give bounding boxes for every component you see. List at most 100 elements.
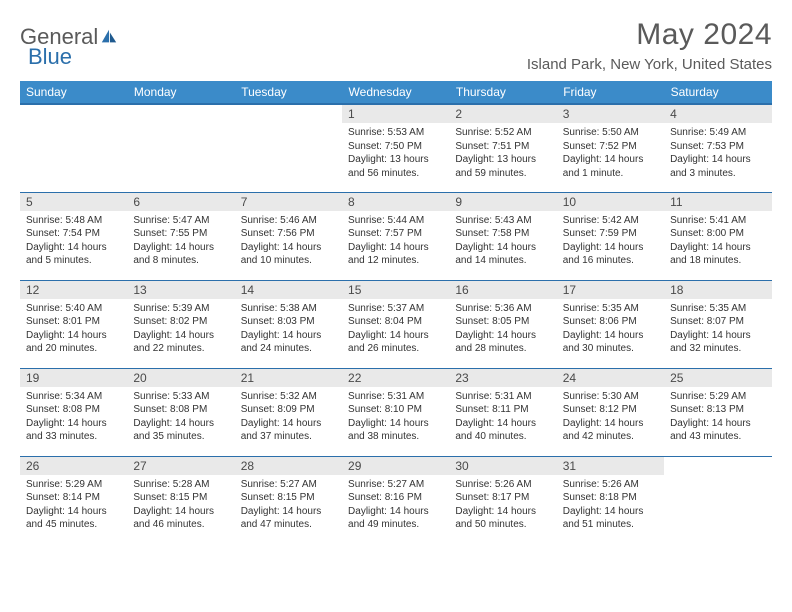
day-number: 11 [664, 193, 771, 211]
day-number: 31 [557, 457, 664, 475]
calendar-cell: 13Sunrise: 5:39 AMSunset: 8:02 PMDayligh… [127, 280, 234, 368]
weekday-header: Tuesday [235, 81, 342, 104]
day-number: 26 [20, 457, 127, 475]
calendar-cell: 26Sunrise: 5:29 AMSunset: 8:14 PMDayligh… [20, 456, 127, 544]
sail-icon [100, 28, 118, 46]
day-details: Sunrise: 5:44 AMSunset: 7:57 PMDaylight:… [342, 211, 449, 270]
day-details: Sunrise: 5:38 AMSunset: 8:03 PMDaylight:… [235, 299, 342, 358]
day-number: 12 [20, 281, 127, 299]
day-number: 29 [342, 457, 449, 475]
day-details: Sunrise: 5:43 AMSunset: 7:58 PMDaylight:… [449, 211, 556, 270]
weekday-header: Saturday [664, 81, 771, 104]
day-number: 2 [449, 105, 556, 123]
day-number: 7 [235, 193, 342, 211]
day-details: Sunrise: 5:42 AMSunset: 7:59 PMDaylight:… [557, 211, 664, 270]
brand-blue: Blue [28, 44, 72, 69]
calendar-cell: 10Sunrise: 5:42 AMSunset: 7:59 PMDayligh… [557, 192, 664, 280]
day-number: 16 [449, 281, 556, 299]
calendar-cell [20, 104, 127, 192]
day-number: 5 [20, 193, 127, 211]
day-number: 20 [127, 369, 234, 387]
weekday-row: SundayMondayTuesdayWednesdayThursdayFrid… [20, 81, 772, 104]
day-details: Sunrise: 5:31 AMSunset: 8:10 PMDaylight:… [342, 387, 449, 446]
calendar-cell: 4Sunrise: 5:49 AMSunset: 7:53 PMDaylight… [664, 104, 771, 192]
calendar-cell: 7Sunrise: 5:46 AMSunset: 7:56 PMDaylight… [235, 192, 342, 280]
day-details: Sunrise: 5:46 AMSunset: 7:56 PMDaylight:… [235, 211, 342, 270]
day-number: 13 [127, 281, 234, 299]
day-number: 9 [449, 193, 556, 211]
calendar-table: SundayMondayTuesdayWednesdayThursdayFrid… [20, 81, 772, 544]
day-details: Sunrise: 5:29 AMSunset: 8:14 PMDaylight:… [20, 475, 127, 534]
day-number: 28 [235, 457, 342, 475]
day-number: 6 [127, 193, 234, 211]
day-number: 24 [557, 369, 664, 387]
day-number: 3 [557, 105, 664, 123]
day-details: Sunrise: 5:34 AMSunset: 8:08 PMDaylight:… [20, 387, 127, 446]
calendar-body: 1Sunrise: 5:53 AMSunset: 7:50 PMDaylight… [20, 104, 772, 544]
day-number: 18 [664, 281, 771, 299]
day-details: Sunrise: 5:36 AMSunset: 8:05 PMDaylight:… [449, 299, 556, 358]
calendar-week: 1Sunrise: 5:53 AMSunset: 7:50 PMDaylight… [20, 104, 772, 192]
weekday-header: Friday [557, 81, 664, 104]
day-number: 15 [342, 281, 449, 299]
calendar-cell: 21Sunrise: 5:32 AMSunset: 8:09 PMDayligh… [235, 368, 342, 456]
day-number: 8 [342, 193, 449, 211]
calendar-week: 12Sunrise: 5:40 AMSunset: 8:01 PMDayligh… [20, 280, 772, 368]
day-number: 10 [557, 193, 664, 211]
day-number: 1 [342, 105, 449, 123]
day-number: 4 [664, 105, 771, 123]
calendar-cell: 9Sunrise: 5:43 AMSunset: 7:58 PMDaylight… [449, 192, 556, 280]
day-details: Sunrise: 5:27 AMSunset: 8:15 PMDaylight:… [235, 475, 342, 534]
calendar-cell: 28Sunrise: 5:27 AMSunset: 8:15 PMDayligh… [235, 456, 342, 544]
day-details: Sunrise: 5:32 AMSunset: 8:09 PMDaylight:… [235, 387, 342, 446]
day-details: Sunrise: 5:29 AMSunset: 8:13 PMDaylight:… [664, 387, 771, 446]
day-details: Sunrise: 5:31 AMSunset: 8:11 PMDaylight:… [449, 387, 556, 446]
weekday-header: Thursday [449, 81, 556, 104]
calendar-cell: 25Sunrise: 5:29 AMSunset: 8:13 PMDayligh… [664, 368, 771, 456]
day-details: Sunrise: 5:35 AMSunset: 8:06 PMDaylight:… [557, 299, 664, 358]
day-details: Sunrise: 5:26 AMSunset: 8:18 PMDaylight:… [557, 475, 664, 534]
day-details: Sunrise: 5:52 AMSunset: 7:51 PMDaylight:… [449, 123, 556, 182]
calendar-cell [127, 104, 234, 192]
calendar-cell: 14Sunrise: 5:38 AMSunset: 8:03 PMDayligh… [235, 280, 342, 368]
calendar-cell: 30Sunrise: 5:26 AMSunset: 8:17 PMDayligh… [449, 456, 556, 544]
calendar-cell: 16Sunrise: 5:36 AMSunset: 8:05 PMDayligh… [449, 280, 556, 368]
calendar-cell: 8Sunrise: 5:44 AMSunset: 7:57 PMDaylight… [342, 192, 449, 280]
day-number: 21 [235, 369, 342, 387]
month-title: May 2024 [527, 18, 772, 52]
calendar-cell: 24Sunrise: 5:30 AMSunset: 8:12 PMDayligh… [557, 368, 664, 456]
day-details: Sunrise: 5:26 AMSunset: 8:17 PMDaylight:… [449, 475, 556, 534]
calendar-cell: 20Sunrise: 5:33 AMSunset: 8:08 PMDayligh… [127, 368, 234, 456]
location-text: Island Park, New York, United States [527, 56, 772, 73]
day-number: 27 [127, 457, 234, 475]
calendar-cell: 17Sunrise: 5:35 AMSunset: 8:06 PMDayligh… [557, 280, 664, 368]
day-number: 19 [20, 369, 127, 387]
calendar-cell [235, 104, 342, 192]
calendar-page: General May 2024 Island Park, New York, … [0, 0, 792, 554]
day-number: 30 [449, 457, 556, 475]
calendar-cell: 27Sunrise: 5:28 AMSunset: 8:15 PMDayligh… [127, 456, 234, 544]
brand-blue-wrap: Blue [28, 44, 72, 70]
calendar-head: SundayMondayTuesdayWednesdayThursdayFrid… [20, 81, 772, 104]
weekday-header: Monday [127, 81, 234, 104]
weekday-header: Wednesday [342, 81, 449, 104]
day-details: Sunrise: 5:37 AMSunset: 8:04 PMDaylight:… [342, 299, 449, 358]
calendar-cell: 11Sunrise: 5:41 AMSunset: 8:00 PMDayligh… [664, 192, 771, 280]
title-block: May 2024 Island Park, New York, United S… [527, 18, 772, 73]
calendar-cell: 31Sunrise: 5:26 AMSunset: 8:18 PMDayligh… [557, 456, 664, 544]
calendar-cell [664, 456, 771, 544]
day-details: Sunrise: 5:41 AMSunset: 8:00 PMDaylight:… [664, 211, 771, 270]
calendar-cell: 23Sunrise: 5:31 AMSunset: 8:11 PMDayligh… [449, 368, 556, 456]
calendar-cell: 22Sunrise: 5:31 AMSunset: 8:10 PMDayligh… [342, 368, 449, 456]
day-details: Sunrise: 5:48 AMSunset: 7:54 PMDaylight:… [20, 211, 127, 270]
calendar-cell: 6Sunrise: 5:47 AMSunset: 7:55 PMDaylight… [127, 192, 234, 280]
day-details: Sunrise: 5:47 AMSunset: 7:55 PMDaylight:… [127, 211, 234, 270]
calendar-cell: 1Sunrise: 5:53 AMSunset: 7:50 PMDaylight… [342, 104, 449, 192]
weekday-header: Sunday [20, 81, 127, 104]
calendar-week: 5Sunrise: 5:48 AMSunset: 7:54 PMDaylight… [20, 192, 772, 280]
day-details: Sunrise: 5:30 AMSunset: 8:12 PMDaylight:… [557, 387, 664, 446]
calendar-week: 19Sunrise: 5:34 AMSunset: 8:08 PMDayligh… [20, 368, 772, 456]
day-details: Sunrise: 5:28 AMSunset: 8:15 PMDaylight:… [127, 475, 234, 534]
calendar-cell: 15Sunrise: 5:37 AMSunset: 8:04 PMDayligh… [342, 280, 449, 368]
day-number: 14 [235, 281, 342, 299]
